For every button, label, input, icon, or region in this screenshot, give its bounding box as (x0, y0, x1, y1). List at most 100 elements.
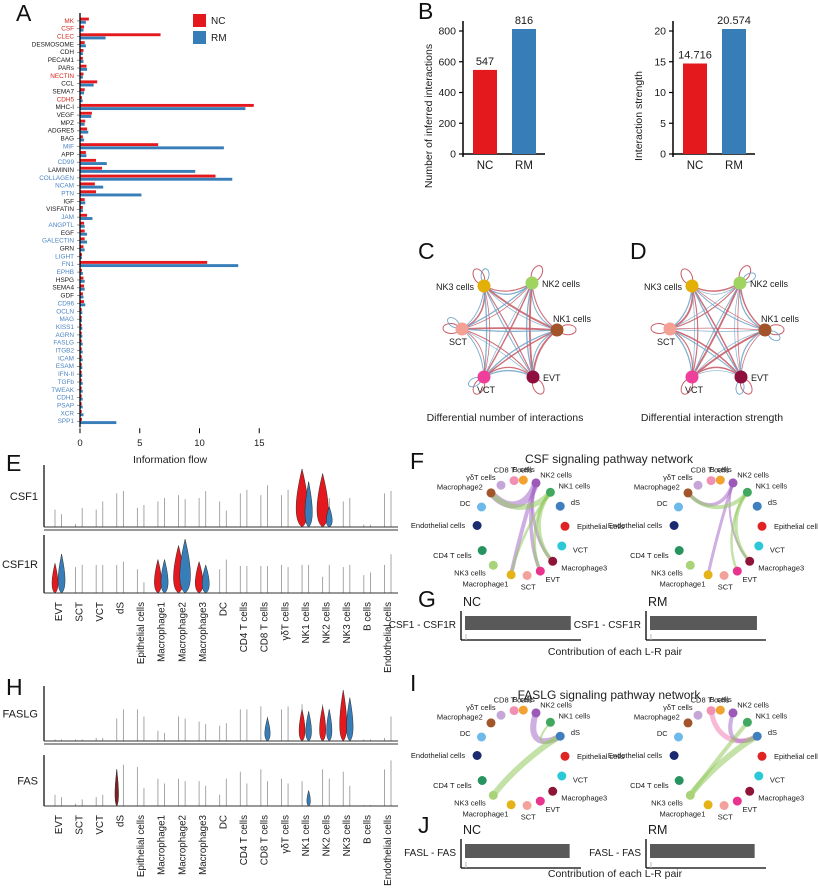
pathway-label: IGF (63, 198, 74, 205)
network-node-label: dS (768, 728, 777, 737)
violin-category-label: CD8 T cells (260, 602, 271, 652)
bar-nc (80, 25, 85, 29)
bar-rm (80, 350, 83, 354)
network-node (752, 731, 762, 741)
violin-rm (326, 709, 333, 742)
bar-nc (80, 237, 85, 241)
bar-rm (80, 60, 84, 63)
bar-nc (80, 370, 82, 374)
violin-category-label: dS (116, 815, 127, 827)
edge-red (461, 282, 533, 330)
violin-category-label: DC (219, 602, 230, 616)
pathway-edge-green (539, 721, 562, 744)
pathway-label: NCAM (55, 183, 74, 190)
bar-nc (80, 119, 86, 123)
pathway-edge-green (687, 733, 761, 799)
condition-header: NC (463, 823, 481, 837)
pathway-label: SPP1 (58, 418, 75, 425)
bar-nc (80, 394, 82, 398)
bar-nc (80, 221, 85, 225)
pathway-label: GDF (61, 293, 75, 300)
x-tick-label: 0 (77, 438, 82, 449)
bar-rm (80, 240, 88, 244)
bar-nc (80, 229, 85, 233)
network-node-label: VCT (770, 545, 785, 554)
bar-nc (80, 166, 103, 170)
bar-rm (80, 209, 83, 213)
bar-rm (80, 130, 89, 134)
bar-category-label: NC (477, 160, 494, 172)
violin-row-label: FAS (17, 776, 38, 788)
bar-rm (80, 28, 84, 32)
bar-rm (80, 319, 82, 322)
network-node-label: NK1 cells (756, 712, 788, 721)
edge-red (461, 285, 486, 330)
bar-nc (473, 69, 497, 154)
pathway-label: PARs (58, 65, 74, 72)
pathway-label: MHC-I (56, 104, 75, 111)
pathway-label: ADGRE5 (48, 128, 75, 135)
violin-category-label: EVT (54, 815, 65, 834)
y-axis-title: Interaction strength (633, 71, 645, 161)
bar-rm (80, 342, 83, 346)
network-node-label: CD8 T cells (494, 466, 533, 475)
network-node (719, 571, 729, 580)
bar-nc (80, 56, 83, 60)
pathway-label: CSF (61, 26, 74, 33)
condition-header: RM (648, 823, 667, 837)
network-node-label: Endothelial cells (411, 521, 465, 530)
pathway-label: CDH5 (57, 96, 75, 103)
network-node-label: SCT (449, 337, 468, 347)
network-node-label: CD4 T cells (630, 781, 669, 790)
network-node-label: γδT cells (663, 703, 693, 712)
bar-rm (80, 201, 86, 205)
pathway-label: CLEC (57, 34, 74, 41)
network-node (506, 800, 516, 810)
network-node (734, 370, 748, 384)
network-node (752, 501, 762, 511)
network-node (488, 560, 498, 570)
network-node (745, 556, 755, 566)
network-node (477, 776, 487, 785)
violin-category-label: NK1 cells (301, 815, 312, 856)
edge-blue (483, 282, 533, 378)
panel-letter-e: E (6, 450, 22, 476)
network-node (486, 718, 496, 728)
violin-category-label: Macrophage1 (157, 815, 168, 875)
edge-blue (669, 328, 766, 332)
bar-value-label: 547 (476, 56, 494, 68)
x-axis-title: Information flow (133, 454, 208, 466)
edge-red (691, 282, 741, 378)
contribution-bar (650, 616, 757, 630)
legend-label: RM (211, 33, 227, 44)
x-tick-label: 15 (254, 438, 265, 449)
pathway-label: OCLN (56, 308, 74, 315)
network-node (715, 475, 725, 485)
bar-nc (80, 260, 208, 264)
network-node-label: VCT (477, 385, 496, 395)
edge-blue (691, 285, 742, 378)
bar-nc (80, 143, 159, 147)
violin-category-label: VCT (95, 815, 106, 835)
bar-nc (80, 363, 82, 366)
violin-category-label: Macrophage2 (177, 602, 188, 662)
network-node (669, 521, 679, 530)
y-tick-label: 20 (654, 26, 666, 38)
bar-nc (80, 17, 89, 21)
pathway-label: CD96 (58, 300, 75, 307)
network-node (685, 279, 699, 293)
panel-d-network: NK3 cells NK2 cells SCT NK1 cells VCT EVT (644, 265, 800, 395)
network-node (674, 776, 684, 785)
violin-rm (304, 481, 313, 528)
bar-rm (80, 146, 224, 150)
edge-blue (483, 329, 558, 378)
network-node (496, 480, 506, 490)
violin-category-label: CD4 T cells (239, 815, 250, 865)
violin-category-label: Macrophage2 (177, 815, 188, 875)
bar-rm (80, 67, 88, 71)
y-tick-label: 400 (438, 87, 456, 99)
network-node-label: γδT cells (466, 703, 496, 712)
network-node (728, 708, 738, 718)
network-node-label: CD4 T cells (630, 551, 669, 560)
network-node (758, 323, 772, 337)
